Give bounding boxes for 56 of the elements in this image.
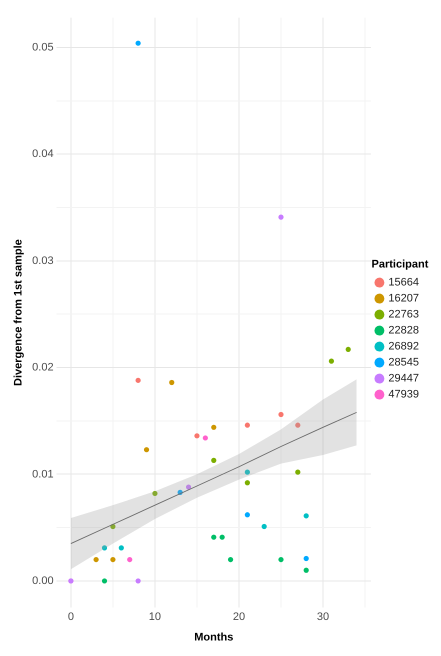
y-tick-label: 0.03 [32,254,54,267]
point [244,480,250,486]
point [346,346,351,352]
point [211,458,216,463]
y-tick-label: 0.01 [32,468,54,480]
point [304,513,309,518]
point [220,534,225,540]
legend-title: Participant [372,258,429,270]
point [328,358,334,364]
point [144,447,150,452]
point [136,378,141,383]
x-tick-label: 30 [316,611,330,624]
point [186,484,192,490]
legend-label: 26892 [388,340,420,353]
point [152,490,158,496]
point [102,578,108,584]
x-tick-label: 20 [232,611,246,624]
x-tick-label: 0 [68,611,74,624]
y-axis-title: Divergence from 1st sample [12,239,25,386]
point [211,534,216,540]
point [202,435,208,441]
point [295,422,300,428]
point [244,512,250,518]
point [295,470,300,475]
point [211,424,216,430]
point [278,412,284,418]
y-tick-label: 0.05 [32,42,54,54]
y-tick-label: 0.04 [32,148,54,160]
point [244,422,250,428]
x-axis-title: Months [194,631,234,644]
point [94,556,99,562]
y-tick-label: 0.02 [32,362,54,374]
legend-label: 22828 [388,324,420,337]
legend-label: 22763 [388,308,420,321]
legend-label: 29447 [388,372,420,385]
point [228,556,234,562]
x-tick-label: 10 [148,611,162,624]
point [278,214,284,220]
legend-label: 15664 [388,276,420,289]
point [118,545,124,550]
point [244,470,250,475]
legend-label: 47939 [388,388,420,401]
point [278,556,284,562]
point [169,380,174,386]
point [110,556,116,562]
point [127,556,132,562]
point [304,556,309,562]
legend-label: 28545 [388,356,420,369]
legend-label: 16207 [388,292,420,305]
point [304,568,309,573]
point [136,40,141,46]
point [262,524,267,530]
y-tick-label: 0.00 [32,574,54,587]
point [102,545,108,550]
point [136,578,141,584]
point [194,433,200,438]
